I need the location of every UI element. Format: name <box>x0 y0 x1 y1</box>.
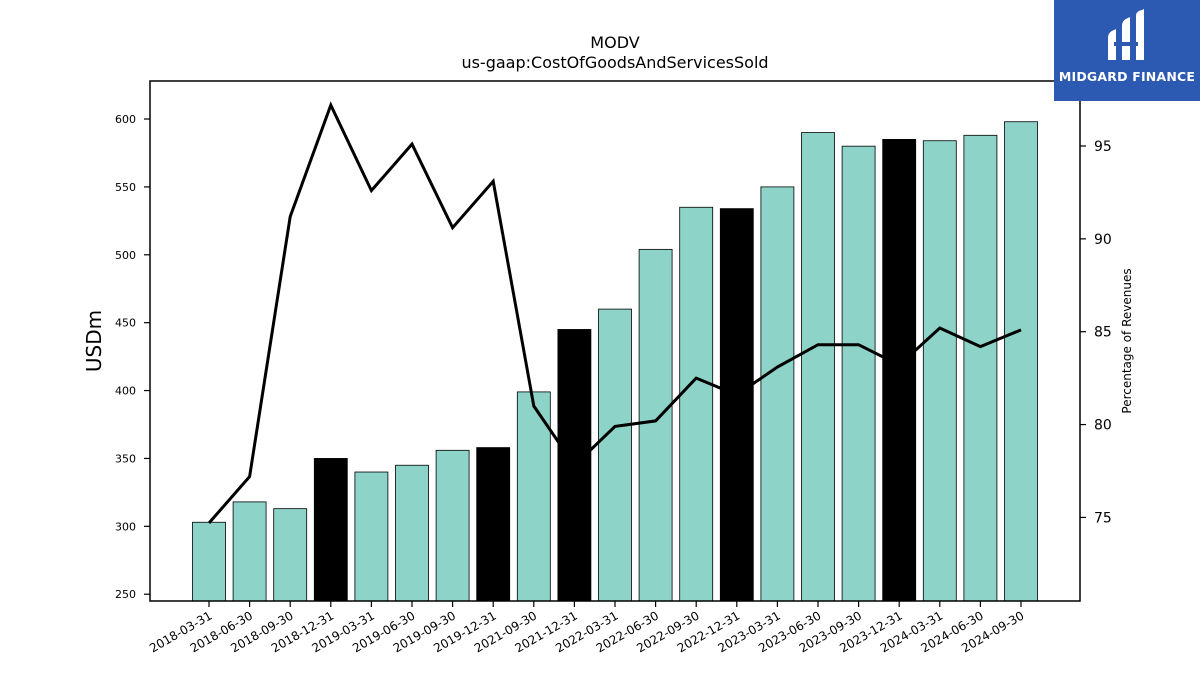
logo-mark-icon <box>1108 9 1144 60</box>
bar-2023-12-31 <box>882 138 917 602</box>
y2-tick-label: 75 <box>1094 510 1112 526</box>
y-tick-label: 250 <box>115 588 136 601</box>
y2-axis-ticks: 75 80 85 90 95 <box>1080 139 1112 526</box>
bar-2019-06-30 <box>395 464 429 602</box>
bar-2022-09-30 <box>679 206 714 602</box>
bar-2022-03-31 <box>598 308 632 602</box>
percentage-line-group <box>207 101 1022 524</box>
bar-2021-09-30 <box>516 391 551 602</box>
bar-2019-03-31 <box>354 471 389 602</box>
y-tick-label: 300 <box>115 520 136 533</box>
y2-axis-label: Percentage of Revenues <box>1120 268 1134 413</box>
y2-tick-label: 80 <box>1094 418 1112 434</box>
bar-2023-03-31 <box>760 186 795 602</box>
chart-title: MODV <box>590 33 639 52</box>
percentage-of-revenues-line <box>207 101 1022 524</box>
bar-2018-03-31 <box>192 521 226 602</box>
chart-subtitle: us-gaap:CostOfGoodsAndServicesSold <box>461 53 768 72</box>
logo-text: MIDGARD FINANCE <box>1058 69 1196 84</box>
y2-tick-label: 95 <box>1094 139 1112 155</box>
x-axis-ticks: 2018-03-312018-06-302018-09-302018-12-31… <box>147 601 1027 655</box>
bar-2022-06-30 <box>638 248 673 602</box>
bar-2018-09-30 <box>273 508 308 602</box>
bar-2022-12-31 <box>719 208 754 602</box>
y-tick-label: 400 <box>115 385 136 398</box>
y-tick-label: 500 <box>115 249 136 262</box>
y2-tick-label: 85 <box>1094 325 1112 341</box>
bar-2024-06-30 <box>963 134 998 602</box>
bar-2018-06-30 <box>232 501 267 602</box>
bar-2019-12-31 <box>476 447 511 602</box>
midgard-finance-logo: MIDGARD FINANCE <box>1054 0 1200 101</box>
y-axis-label: USDm <box>82 310 106 372</box>
bar-2018-12-31 <box>313 458 348 602</box>
y-tick-label: 550 <box>115 181 136 194</box>
y-axis-ticks: 250 300 350 400 450 500 550 600 <box>115 113 150 601</box>
bar-2023-09-30 <box>841 145 876 602</box>
y-tick-label: 350 <box>115 452 136 465</box>
y2-tick-label: 90 <box>1094 232 1112 248</box>
bar-2024-03-31 <box>922 140 957 602</box>
bars <box>192 121 1038 602</box>
bar-2019-09-30 <box>435 449 470 602</box>
bar-2024-09-30 <box>1004 121 1038 602</box>
y-tick-label: 450 <box>115 317 136 330</box>
y-tick-label: 600 <box>115 113 136 126</box>
bar-2023-06-30 <box>801 132 835 602</box>
